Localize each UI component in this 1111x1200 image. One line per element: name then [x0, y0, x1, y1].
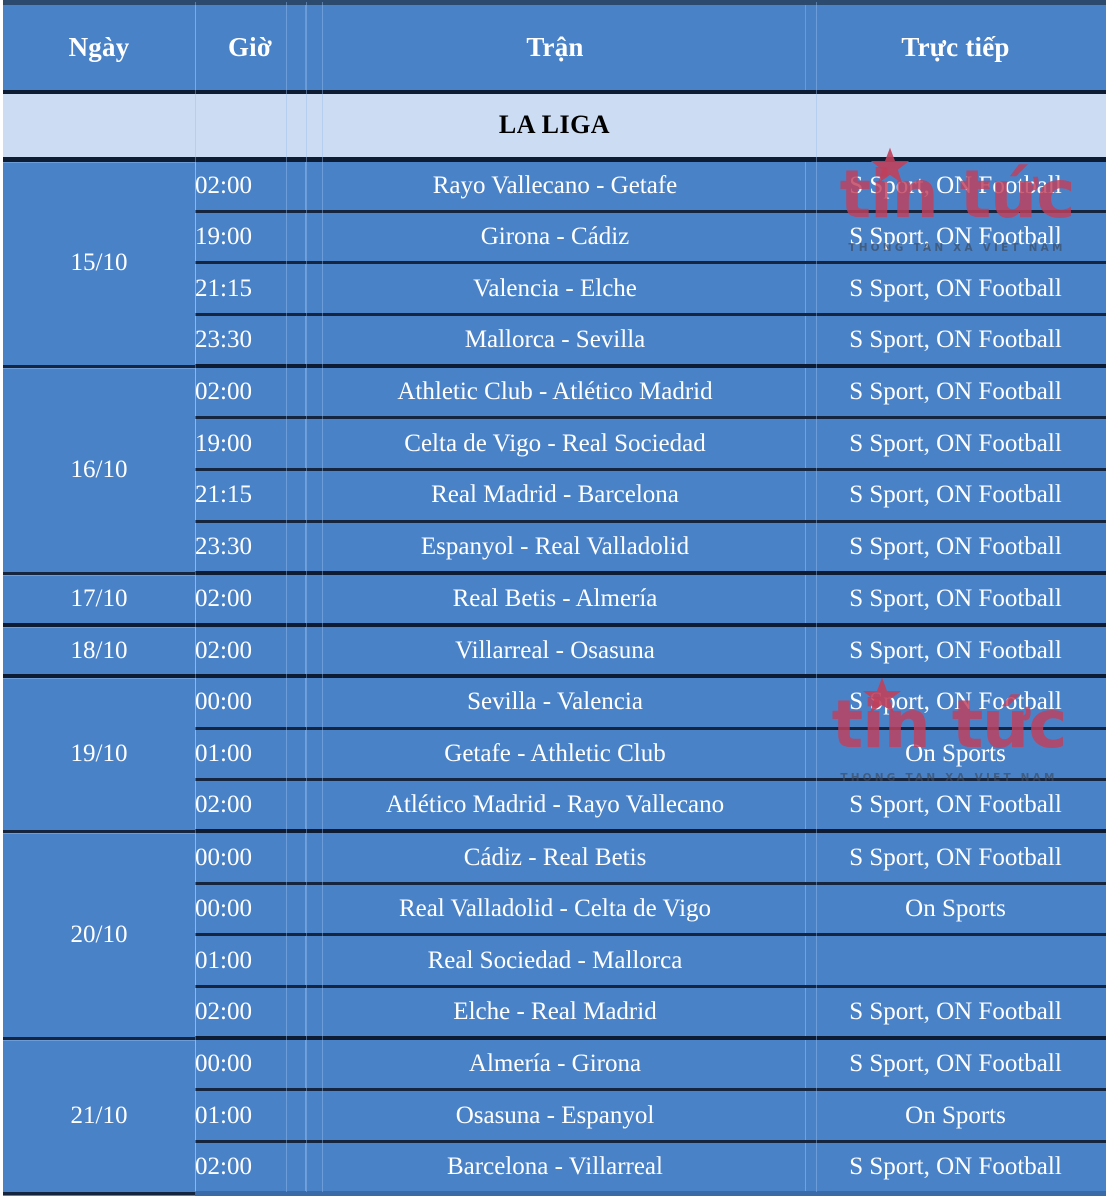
cell-match: Getafe - Athletic Club — [305, 728, 805, 782]
cell-broadcast — [805, 934, 1106, 988]
cell-match: Espanyol - Real Valladolid — [305, 521, 805, 575]
cell-date: 21/10 — [3, 1038, 195, 1195]
table-row: 21:15 Real Madrid - Barcelona S Sport, ON … — [3, 469, 1106, 523]
table-row: 16/10 02:00 Athletic Club - Atlético Madri… — [3, 366, 1106, 575]
table-row: 17/10 02:00 Real Betis - Almería S Sport, O… — [3, 573, 1106, 627]
cell-broadcast: S Sport, ON Football — [805, 779, 1106, 834]
cell-broadcast: S Sport, ON Football — [805, 831, 1106, 885]
cell-broadcast: S Sport, ON Football — [805, 624, 1106, 679]
cell-time: 19:00 — [195, 417, 305, 472]
cell-match: Mallorca - Sevilla — [305, 314, 805, 369]
cell-match: Osasuna - Espanyol — [305, 1089, 805, 1144]
cell-match: Rayo Vallecano - Getafe — [305, 159, 805, 213]
cell-match: Elche - Real Madrid — [305, 986, 805, 1041]
table-row: 21/10 00:00 Almería - Girona S Sport, ON Fo… — [3, 1038, 1106, 1195]
cell-date: 15/10 — [3, 159, 195, 368]
table-header-row: Ngày Giờ Trận Trực tiếp — [3, 2, 1106, 94]
cell-match: Sevilla - Valencia — [305, 676, 805, 730]
table-row: 01:00 Osasuna - Espanyol On Sports — [3, 1089, 1106, 1144]
cell-time: 02:00 — [195, 624, 305, 679]
cell-date: 20/10 — [3, 831, 195, 1040]
table-row: 02:00 Elche - Real Madrid S Sport, ON Foot… — [3, 986, 1106, 1041]
cell-broadcast: S Sport, ON Football — [805, 573, 1106, 627]
cell-broadcast: S Sport, ON Football — [805, 211, 1106, 265]
table-row: 19/10 00:00 Sevilla - Valencia S Sport, ON … — [3, 676, 1106, 833]
table-row: 01:00 Getafe - Athletic Club On Sports — [3, 728, 1106, 782]
cell-match: Real Madrid - Barcelona — [305, 469, 805, 523]
cell-broadcast: On Sports — [805, 883, 1106, 937]
cell-time: 21:15 — [195, 262, 305, 317]
cell-date: 18/10 — [3, 624, 195, 679]
table-row: 02:00 Barcelona - Villarreal S Sport, ON F… — [3, 1141, 1106, 1196]
cell-broadcast: S Sport, ON Football — [805, 417, 1106, 472]
cell-broadcast: On Sports — [805, 1089, 1106, 1144]
cell-broadcast: S Sport, ON Football — [805, 521, 1106, 575]
cell-broadcast: S Sport, ON Football — [805, 469, 1106, 523]
cell-date: 19/10 — [3, 676, 195, 833]
cell-broadcast: S Sport, ON Football — [805, 366, 1106, 420]
header-date: Ngày — [3, 2, 195, 94]
cell-broadcast: S Sport, ON Football — [805, 676, 1106, 730]
table-row: 01:00 Real Sociedad - Mallorca — [3, 934, 1106, 988]
cell-time: 02:00 — [195, 573, 305, 627]
cell-match: Cádiz - Real Betis — [305, 831, 805, 885]
cell-match: Girona - Cádiz — [305, 211, 805, 265]
cell-time: 01:00 — [195, 1089, 305, 1144]
cell-broadcast: S Sport, ON Football — [805, 159, 1106, 213]
cell-time: 21:15 — [195, 469, 305, 523]
cell-time: 23:30 — [195, 521, 305, 575]
cell-time: 00:00 — [195, 831, 305, 885]
match-schedule-table: Ngày Giờ Trận Trực tiếp LA LIGA 15/10 02:0… — [3, 2, 1106, 1196]
table-top-rule — [3, 0, 1106, 3]
cell-match: Barcelona - Villarreal — [305, 1141, 805, 1196]
cell-time: 02:00 — [195, 159, 305, 213]
cell-time: 00:00 — [195, 676, 305, 730]
competition-band-label: LA LIGA — [3, 91, 1106, 162]
table-row: 15/10 02:00 Rayo Vallecano - Getafe S Sport… — [3, 159, 1106, 368]
cell-match: Almería - Girona — [305, 1038, 805, 1092]
competition-band-row: LA LIGA — [3, 91, 1106, 162]
cell-time: 02:00 — [195, 1141, 305, 1196]
cell-time: 01:00 — [195, 934, 305, 988]
header-time: Giờ — [195, 2, 305, 94]
cell-date: 16/10 — [3, 366, 195, 575]
table-row: 02:00 Atlético Madrid - Rayo Vallecano S S… — [3, 779, 1106, 834]
cell-broadcast: S Sport, ON Football — [805, 986, 1106, 1041]
cell-match: Real Sociedad - Mallorca — [305, 934, 805, 988]
table-row: 20/10 00:00 Cádiz - Real Betis S Sport, ON … — [3, 831, 1106, 1040]
cell-time: 00:00 — [195, 883, 305, 937]
cell-time: 02:00 — [195, 986, 305, 1041]
table-row: 23:30 Espanyol - Real Valladolid S Sport, … — [3, 521, 1106, 575]
cell-time: 00:00 — [195, 1038, 305, 1092]
cell-match: Villarreal - Osasuna — [305, 624, 805, 679]
header-match: Trận — [305, 2, 805, 94]
header-broadcast: Trực tiếp — [805, 2, 1106, 94]
cell-broadcast: S Sport, ON Football — [805, 1038, 1106, 1092]
cell-date: 17/10 — [3, 573, 195, 627]
cell-time: 19:00 — [195, 211, 305, 265]
cell-broadcast: S Sport, ON Football — [805, 262, 1106, 317]
table-row: 19:00 Celta de Vigo - Real Sociedad S Spor… — [3, 417, 1106, 472]
table-row: 19:00 Girona - Cádiz S Sport, ON Football — [3, 211, 1106, 265]
table-body: LA LIGA 15/10 02:00 Rayo Vallecano - Getafe… — [3, 91, 1106, 1196]
cell-match: Real Betis - Almería — [305, 573, 805, 627]
table-row: 21:15 Valencia - Elche S Sport, ON Footbal… — [3, 262, 1106, 317]
cell-time: 23:30 — [195, 314, 305, 369]
cell-time: 02:00 — [195, 779, 305, 834]
cell-match: Atlético Madrid - Rayo Vallecano — [305, 779, 805, 834]
cell-time: 01:00 — [195, 728, 305, 782]
table-row: 23:30 Mallorca - Sevilla S Sport, ON Footb… — [3, 314, 1106, 369]
cell-match: Athletic Club - Atlético Madrid — [305, 366, 805, 420]
cell-match: Celta de Vigo - Real Sociedad — [305, 417, 805, 472]
cell-broadcast: S Sport, ON Football — [805, 1141, 1106, 1196]
cell-match: Real Valladolid - Celta de Vigo — [305, 883, 805, 937]
table-row: 00:00 Real Valladolid - Celta de Vigo On S… — [3, 883, 1106, 937]
table-row: 18/10 02:00 Villarreal - Osasuna S Sport, O… — [3, 624, 1106, 679]
cell-broadcast: On Sports — [805, 728, 1106, 782]
cell-time: 02:00 — [195, 366, 305, 420]
cell-broadcast: S Sport, ON Football — [805, 314, 1106, 369]
cell-match: Valencia - Elche — [305, 262, 805, 317]
